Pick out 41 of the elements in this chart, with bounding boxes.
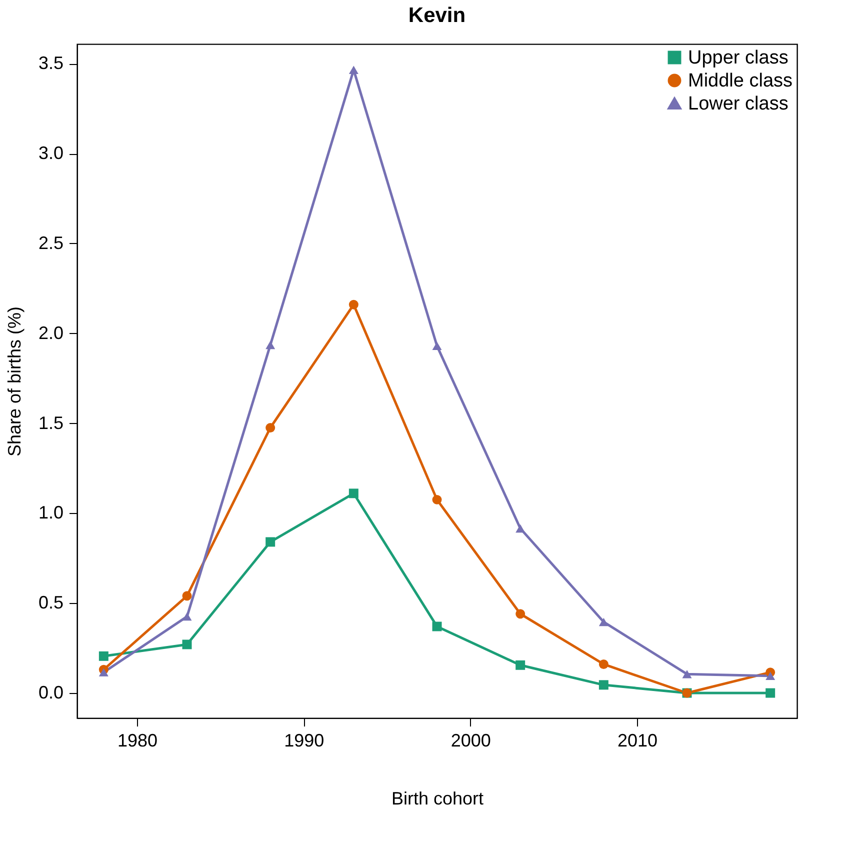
point bbox=[766, 672, 776, 680]
point bbox=[682, 670, 692, 678]
y-tick-label: 0.0 bbox=[38, 682, 64, 703]
legend-label: Lower class bbox=[688, 94, 788, 114]
point bbox=[516, 524, 526, 533]
x-tick-label: 1990 bbox=[284, 730, 324, 750]
point bbox=[348, 66, 358, 74]
y-tick-label: 3.5 bbox=[38, 53, 64, 74]
chart-title: Kevin bbox=[408, 4, 466, 27]
x-axis-title: Birth cohort bbox=[391, 788, 484, 808]
point bbox=[598, 680, 608, 690]
point bbox=[432, 494, 442, 504]
point bbox=[182, 591, 192, 601]
x-tick-label: 1980 bbox=[117, 730, 158, 750]
point bbox=[266, 423, 276, 432]
point bbox=[182, 640, 192, 650]
y-tick-label: 3.0 bbox=[38, 143, 64, 164]
x-tick-label: 2010 bbox=[617, 730, 658, 750]
point bbox=[766, 688, 776, 698]
y-axis-title: Share of births (%) bbox=[4, 306, 24, 457]
point bbox=[598, 618, 608, 626]
y-tick-label: 1.5 bbox=[38, 412, 64, 433]
legend-label: Middle class bbox=[688, 70, 793, 92]
point bbox=[266, 340, 276, 350]
point bbox=[516, 660, 526, 670]
point bbox=[432, 622, 442, 632]
x-tick-label: 2000 bbox=[450, 730, 491, 750]
y-tick-label: 2.0 bbox=[38, 322, 64, 343]
point bbox=[598, 659, 608, 669]
legend-label: Upper class bbox=[688, 48, 788, 68]
point bbox=[432, 342, 442, 350]
point bbox=[98, 668, 108, 676]
y-tick-label: 1.0 bbox=[38, 502, 64, 523]
point bbox=[98, 651, 108, 661]
point bbox=[348, 488, 358, 498]
point bbox=[348, 300, 358, 310]
point bbox=[516, 609, 526, 619]
point bbox=[182, 612, 192, 621]
y-tick-label: 2.5 bbox=[38, 232, 64, 253]
y-tick-label: 0.5 bbox=[38, 592, 64, 613]
point bbox=[266, 537, 276, 547]
